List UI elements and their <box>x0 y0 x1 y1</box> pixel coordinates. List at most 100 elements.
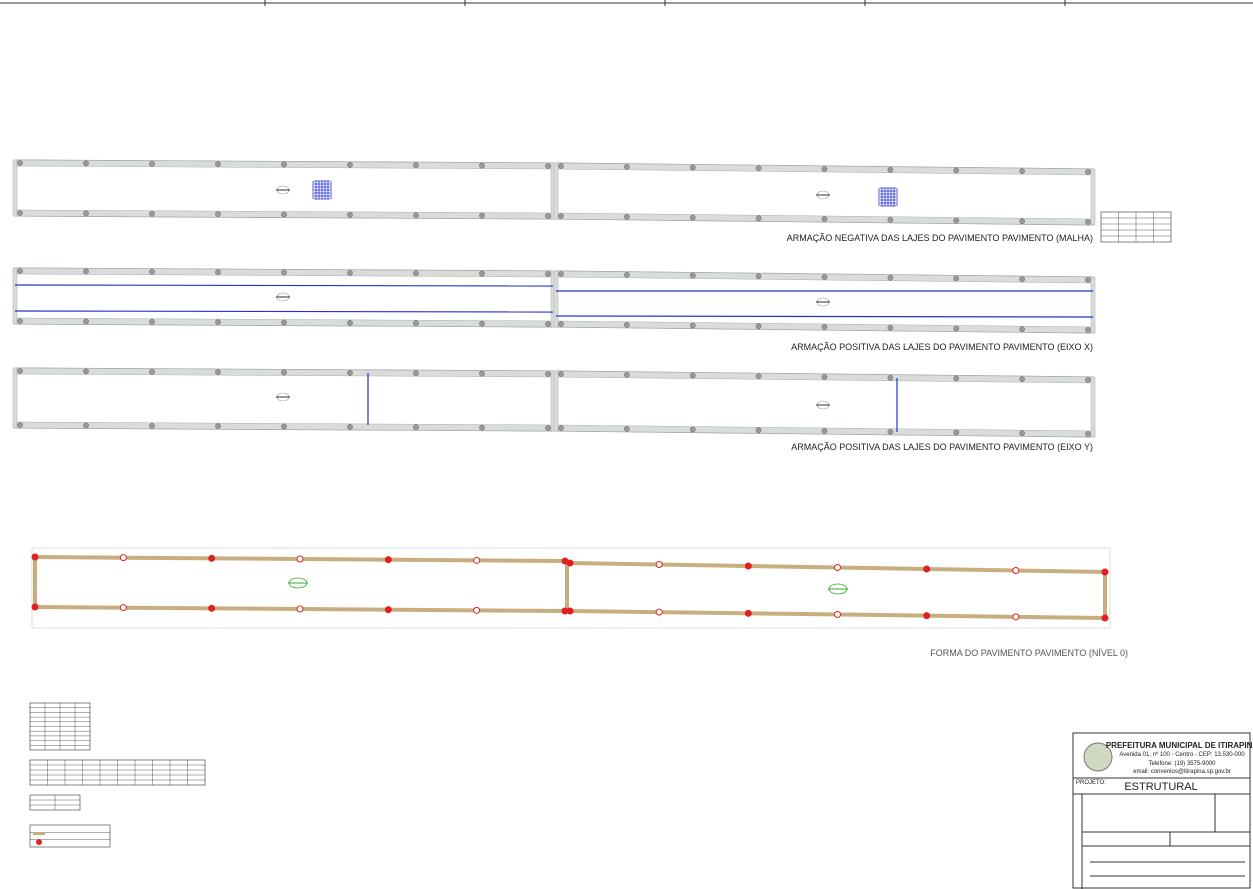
slab <box>14 367 554 432</box>
pillar <box>281 211 287 218</box>
pillar <box>1019 376 1025 383</box>
pillar <box>83 160 89 167</box>
pillar <box>689 322 696 329</box>
slab-edge <box>553 162 559 220</box>
pillar <box>558 163 564 169</box>
pillar <box>413 424 419 431</box>
pillar <box>149 368 155 375</box>
pillar <box>83 210 89 217</box>
pillar <box>821 274 828 280</box>
slab-edge <box>553 370 559 432</box>
pillar <box>479 212 485 219</box>
pillar <box>83 368 89 375</box>
drawing-title: FORMA DO PAVIMENTO PAVIMENTO (NÍVEL 0) <box>930 648 1128 658</box>
pillar <box>1085 377 1091 383</box>
pillar <box>624 163 630 170</box>
pillar <box>479 162 485 169</box>
column <box>1012 567 1020 574</box>
pillar <box>821 166 828 172</box>
pillar <box>624 213 630 220</box>
column <box>1101 568 1109 576</box>
pillar <box>281 269 287 276</box>
pillar <box>689 372 696 379</box>
pillar <box>83 422 89 429</box>
pillar <box>17 422 23 428</box>
pillar <box>149 160 155 167</box>
pillar <box>413 270 419 277</box>
organization: PREFEITURA MUNICIPAL DE ITIRAPINA <box>1106 741 1253 750</box>
column <box>473 556 481 564</box>
pillar <box>1085 169 1091 175</box>
pillar <box>755 215 762 222</box>
pillar <box>1019 218 1025 225</box>
pillar <box>149 422 155 429</box>
drawing-title: ARMAÇÃO POSITIVA DAS LAJES DO PAVIMENTO … <box>791 342 1093 352</box>
pillar <box>1019 326 1025 333</box>
pillar <box>347 424 353 430</box>
column <box>744 562 752 570</box>
pillar <box>887 374 894 381</box>
pillar <box>413 370 419 377</box>
pillar <box>545 271 551 277</box>
pillar <box>83 318 89 325</box>
pillar <box>149 318 155 325</box>
pillar <box>281 423 287 430</box>
city-crest <box>1083 742 1113 772</box>
pillar <box>413 162 419 169</box>
dim-frame <box>31 547 1111 629</box>
slab-edge <box>12 267 18 325</box>
column <box>296 555 304 563</box>
pillar <box>1019 168 1025 175</box>
pillar <box>624 371 630 378</box>
pillar <box>1085 327 1091 333</box>
column <box>566 607 574 615</box>
pillar <box>149 210 155 217</box>
pillar <box>755 323 762 330</box>
pillar <box>558 321 564 327</box>
pillar <box>545 321 551 327</box>
pillar <box>1019 430 1025 437</box>
pillar <box>17 268 23 274</box>
column <box>119 554 127 562</box>
column <box>31 603 39 611</box>
pillar <box>281 319 287 326</box>
pillar <box>17 210 23 216</box>
pillar <box>215 319 221 325</box>
pillar <box>479 320 485 327</box>
pillar <box>624 271 630 278</box>
pillar <box>755 165 762 172</box>
pillar <box>83 268 89 275</box>
pillar <box>215 211 221 217</box>
column <box>744 609 752 617</box>
pillar <box>281 369 287 376</box>
pillar <box>755 273 762 280</box>
address: Avenida 01, nº 100 - Centro - CEP: 13.53… <box>1119 751 1245 758</box>
pillar <box>215 369 221 375</box>
pillar <box>689 426 696 433</box>
pillar <box>479 370 485 377</box>
column <box>384 606 392 614</box>
pillar <box>545 213 551 219</box>
pillar <box>953 429 960 436</box>
pillar <box>755 373 762 380</box>
pillar <box>17 160 23 166</box>
pillar <box>215 423 221 429</box>
slab-edge <box>1090 168 1096 226</box>
column <box>208 604 216 612</box>
pillar <box>558 425 564 431</box>
pillar <box>558 271 564 277</box>
column <box>384 556 392 564</box>
pillar <box>558 371 564 377</box>
slab-edge <box>553 270 559 328</box>
column <box>834 611 841 618</box>
pillar <box>887 274 894 281</box>
column <box>208 554 216 562</box>
pillar <box>413 212 419 219</box>
pillar <box>479 270 485 277</box>
pillar <box>479 424 485 431</box>
pillar <box>347 370 353 376</box>
column <box>834 564 841 571</box>
pillar <box>1085 219 1091 225</box>
pillar <box>887 428 894 435</box>
